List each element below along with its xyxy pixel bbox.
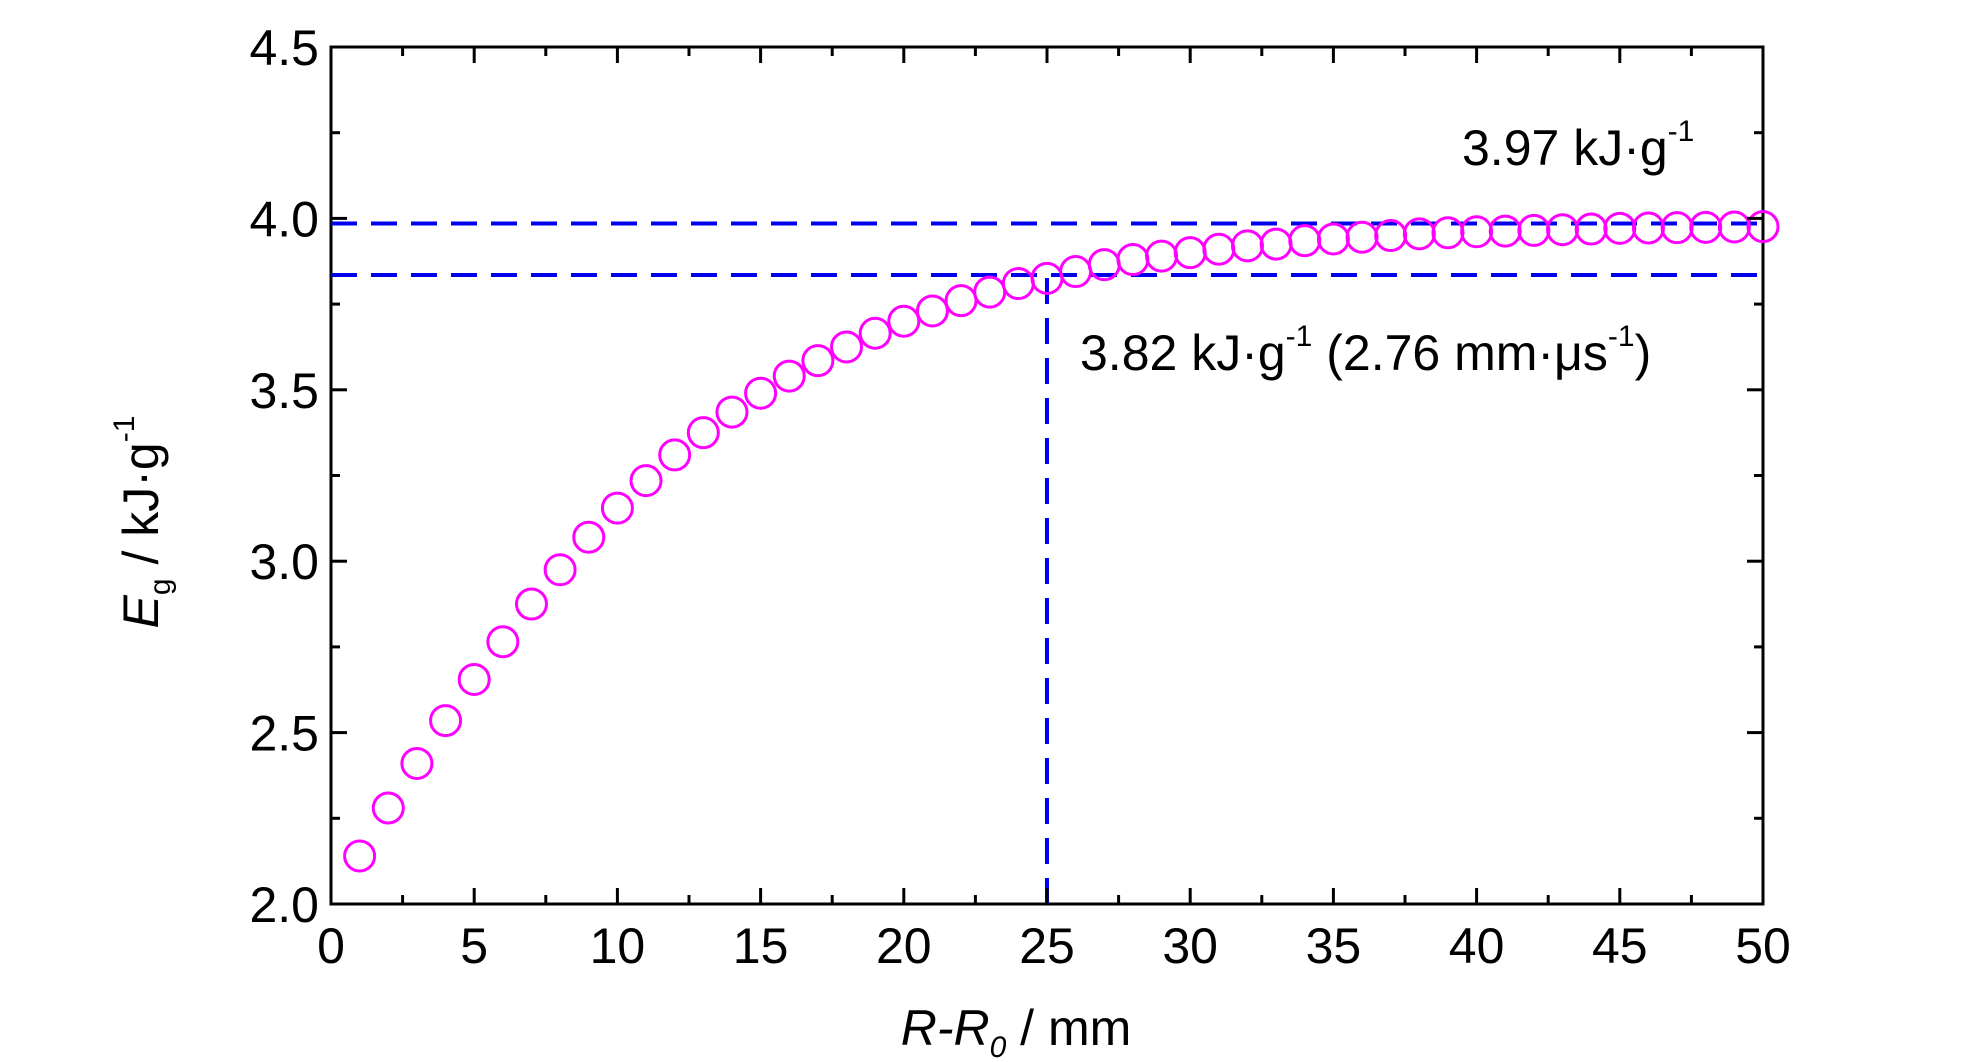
y-tick-label: 3.5 bbox=[249, 363, 319, 419]
data-point bbox=[1316, 222, 1350, 256]
x-tick-label: 30 bbox=[1162, 918, 1218, 974]
data-point bbox=[486, 625, 520, 659]
data-point bbox=[1230, 229, 1264, 263]
data-point bbox=[1717, 210, 1751, 244]
x-tick-label: 25 bbox=[1019, 918, 1075, 974]
annotation-top-value: 3.97 kJ·g-1 bbox=[1462, 115, 1694, 176]
data-point bbox=[1116, 243, 1150, 277]
data-point bbox=[1145, 239, 1179, 273]
data-point bbox=[1173, 236, 1207, 270]
data-point bbox=[1517, 213, 1551, 247]
x-tick-label: 35 bbox=[1306, 918, 1362, 974]
x-axis-title: R-R0 / mm bbox=[901, 1000, 1132, 1062]
x-tick-label: 15 bbox=[733, 918, 789, 974]
data-point bbox=[1660, 211, 1694, 245]
data-point bbox=[715, 395, 749, 429]
data-point bbox=[400, 746, 434, 780]
data-point bbox=[1345, 220, 1379, 254]
y-axis-title: Eg / kJ·g-1 bbox=[108, 416, 177, 629]
data-point bbox=[457, 662, 491, 696]
data-point bbox=[371, 791, 405, 825]
data-point bbox=[973, 275, 1007, 309]
data-point bbox=[629, 464, 663, 498]
data-point bbox=[1202, 232, 1236, 266]
y-tick-label: 2.0 bbox=[249, 877, 319, 933]
data-point bbox=[858, 316, 892, 350]
data-point bbox=[830, 330, 864, 364]
x-tick-label: 20 bbox=[876, 918, 932, 974]
data-point bbox=[543, 553, 577, 587]
x-tick-label: 50 bbox=[1735, 918, 1791, 974]
x-tick-label: 10 bbox=[590, 918, 646, 974]
x-tick-label: 40 bbox=[1449, 918, 1505, 974]
x-tick-label: 45 bbox=[1592, 918, 1648, 974]
data-point bbox=[600, 491, 634, 525]
data-point bbox=[686, 416, 720, 450]
data-point bbox=[343, 839, 377, 873]
y-axis-ticks: 2.0 2.5 3.0 3.5 4.0 4.5 bbox=[249, 20, 1763, 933]
data-point bbox=[1259, 227, 1293, 261]
data-point bbox=[1288, 224, 1322, 258]
y-tick-label: 4.5 bbox=[249, 20, 319, 76]
data-point bbox=[744, 376, 778, 410]
y-tick-label: 3.0 bbox=[249, 534, 319, 590]
data-point bbox=[1460, 215, 1494, 249]
data-point bbox=[1574, 212, 1608, 246]
y-tick-label: 2.5 bbox=[249, 706, 319, 762]
x-axis-ticks: 0 5 10 15 20 25 30 35 40 45 50 bbox=[317, 47, 1791, 974]
data-point bbox=[887, 304, 921, 338]
data-point bbox=[772, 359, 806, 393]
data-point bbox=[1631, 211, 1665, 245]
data-point bbox=[1059, 255, 1093, 289]
reference-lines bbox=[331, 221, 1763, 904]
data-point bbox=[429, 704, 463, 738]
data-point bbox=[658, 438, 692, 472]
x-tick-label: 5 bbox=[460, 918, 488, 974]
data-point bbox=[944, 284, 978, 318]
data-point bbox=[572, 520, 606, 554]
x-tick-label: 0 bbox=[317, 918, 345, 974]
data-point bbox=[915, 294, 949, 328]
data-point bbox=[1746, 210, 1780, 244]
data-point bbox=[514, 587, 548, 621]
data-points bbox=[343, 210, 1780, 873]
data-point bbox=[1431, 216, 1465, 250]
annotation-mid-value: 3.82 kJ·g-1 (2.76 mm·μs-1) bbox=[1080, 320, 1651, 381]
data-point bbox=[801, 344, 835, 378]
data-point bbox=[1488, 214, 1522, 248]
data-point bbox=[1603, 211, 1637, 245]
data-point bbox=[1546, 213, 1580, 247]
y-tick-label: 4.0 bbox=[249, 191, 319, 247]
data-point bbox=[1689, 210, 1723, 244]
